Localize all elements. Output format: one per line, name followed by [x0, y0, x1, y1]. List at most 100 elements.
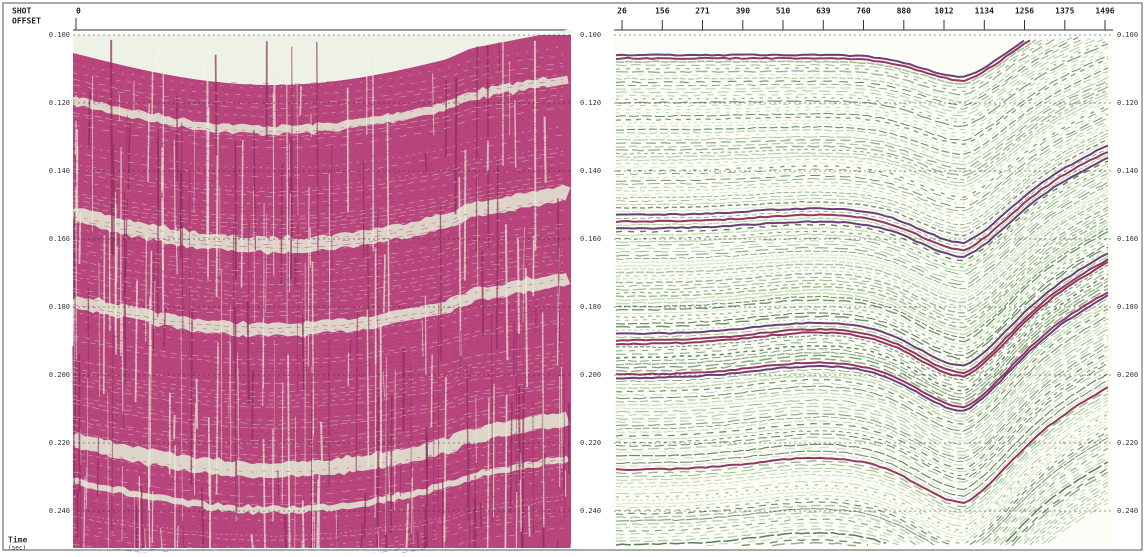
top-tick-label: 390	[736, 7, 751, 16]
left-streak	[197, 379, 198, 429]
left-streak	[533, 401, 534, 535]
left-streak	[152, 491, 153, 543]
y-tick-label: 0.100	[49, 31, 70, 39]
left-streak	[535, 41, 536, 252]
left-streak	[273, 92, 274, 276]
y-tick-label: 0.140	[580, 167, 601, 175]
y-tick-label: 0.160	[49, 235, 70, 243]
left-streak	[515, 101, 516, 168]
left-streak	[146, 233, 147, 342]
top-tick-label: 510	[776, 7, 791, 16]
y-tick-label: 0.160	[580, 235, 601, 243]
left-streak	[522, 527, 523, 548]
header-offset: OFFSET	[12, 17, 41, 26]
left-streak	[431, 354, 432, 427]
axis-unit: (sec)	[8, 545, 26, 552]
left-streak	[113, 145, 114, 255]
left-streak	[209, 417, 210, 497]
right-section	[614, 35, 1113, 548]
left-streak	[89, 91, 90, 147]
left-streak	[104, 235, 105, 394]
y-tick-label: 0.120	[49, 99, 70, 107]
left-streak	[518, 238, 519, 334]
left-streak	[417, 532, 418, 549]
y-tick-label: 0.200	[49, 371, 70, 379]
y-tick-label: 0.100	[1117, 31, 1138, 39]
left-streak	[174, 415, 175, 439]
top-tick-label: 639	[816, 7, 831, 16]
left-streak	[217, 131, 218, 298]
left-streak	[252, 371, 253, 440]
left-streak	[321, 422, 322, 464]
left-streak	[252, 534, 253, 548]
y-tick-label: 0.140	[49, 167, 70, 175]
left-streak	[395, 369, 396, 512]
left-streak	[282, 382, 283, 503]
left-streak	[319, 475, 320, 548]
left-streak	[476, 46, 477, 251]
top-tick-label: 26	[617, 7, 627, 16]
y-tick-label: 0.140	[1117, 167, 1138, 175]
left-streak	[526, 268, 527, 387]
y-tick-label: 0.220	[1117, 439, 1138, 447]
left-streak	[263, 319, 264, 407]
top-tick-label: 271	[695, 7, 710, 16]
y-tick-label: 0.120	[1117, 99, 1138, 107]
y-tick-label: 0.160	[1117, 235, 1138, 243]
left-streak	[440, 205, 441, 362]
left-streak	[150, 251, 151, 374]
left-streak	[529, 506, 530, 537]
y-tick-label: 0.240	[1117, 507, 1138, 515]
y-tick-label: 0.220	[580, 439, 601, 447]
y-tick-label: 0.200	[1117, 371, 1138, 379]
left-streak	[505, 395, 506, 548]
y-tick-label: 0.180	[1117, 303, 1138, 311]
top-tick-label: 1134	[975, 7, 994, 16]
left-streak	[391, 395, 392, 533]
y-tick-label: 0.240	[49, 507, 70, 515]
y-tick-label: 0.120	[580, 99, 601, 107]
y-tick-label: 0.180	[49, 303, 70, 311]
left-streak	[117, 246, 118, 282]
left-streak	[426, 428, 427, 507]
top-tick-label: 1496	[1095, 7, 1114, 16]
left-section	[72, 29, 571, 553]
left-streak	[274, 58, 275, 133]
left-streak	[216, 55, 217, 156]
top-tick-label: 1256	[1015, 7, 1034, 16]
left-top-label: 0	[76, 7, 81, 16]
y-tick-label: 0.100	[580, 31, 601, 39]
left-streak	[482, 251, 483, 336]
left-streak	[407, 503, 408, 548]
left-streak	[499, 42, 500, 70]
left-streak	[314, 503, 315, 548]
top-tick-label: 1012	[934, 7, 953, 16]
left-streak	[152, 49, 153, 116]
left-streak	[386, 357, 387, 535]
left-streak	[384, 254, 385, 312]
left-streak	[76, 121, 77, 155]
left-streak	[480, 502, 481, 527]
left-streak	[162, 147, 163, 193]
left-streak	[465, 150, 466, 281]
top-tick-label: 760	[856, 7, 871, 16]
y-tick-label: 0.180	[580, 303, 601, 311]
left-streak	[523, 387, 524, 548]
axis-title: Time	[8, 535, 27, 545]
y-tick-label: 0.220	[49, 439, 70, 447]
top-tick-label: 1375	[1055, 7, 1074, 16]
left-streak	[235, 307, 236, 515]
left-streak	[425, 297, 426, 375]
y-tick-label: 0.200	[580, 371, 601, 379]
left-streak	[79, 213, 80, 264]
left-streak	[308, 188, 309, 367]
y-tick-label: 0.240	[580, 507, 601, 515]
left-streak	[285, 516, 286, 549]
left-streak	[411, 478, 412, 534]
left-streak	[292, 47, 293, 240]
left-streak	[493, 384, 494, 517]
top-tick-label: 156	[655, 7, 670, 16]
left-streak	[300, 86, 301, 115]
top-tick-label: 880	[897, 7, 912, 16]
